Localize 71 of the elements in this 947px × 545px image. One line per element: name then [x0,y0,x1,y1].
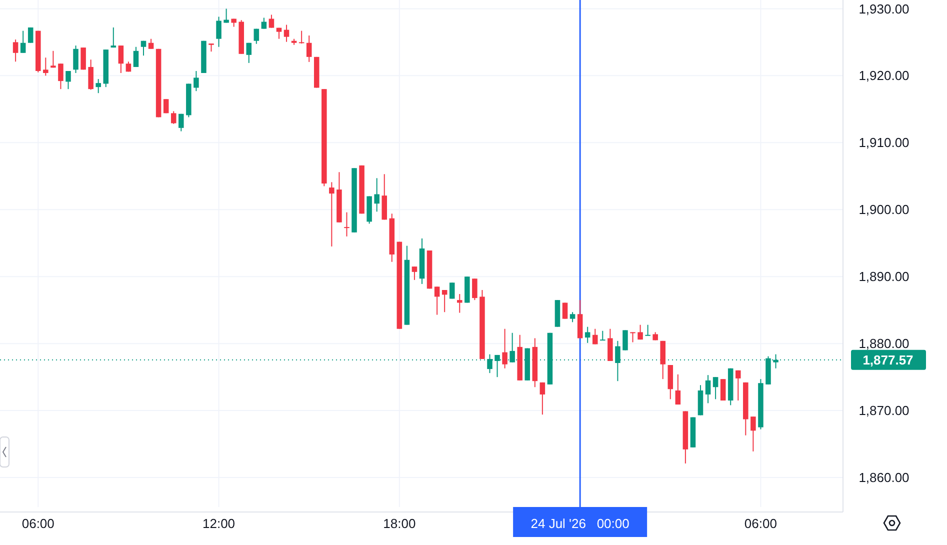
candlestick [412,266,418,280]
candlestick [254,28,260,44]
candlestick [344,212,350,237]
candlestick [570,312,576,323]
candlestick [284,24,290,42]
x-tick-label: 06:00 [744,516,777,531]
candlestick [133,46,139,68]
candlestick [434,286,440,316]
candlestick [268,14,274,28]
candlestick [449,282,455,300]
candlestick [148,38,154,50]
y-tick-label: 1,930.00 [858,1,910,16]
ref-line-label: 24 Jul '26 00:00 [530,516,630,531]
candlestick [562,302,568,320]
candlestick [50,50,56,68]
candlestick [608,328,613,362]
candlestick [472,278,478,301]
candlestick [329,182,334,247]
candlestick [502,328,508,369]
candlestick [306,34,312,62]
candlestick [622,330,628,351]
candlestick [750,416,756,452]
candlestick [735,370,741,402]
y-tick-label: 1,920.00 [858,68,910,84]
candlestick [675,374,681,406]
x-tick-label: 18:00 [383,516,416,531]
candlestick [720,378,726,402]
candlestick [43,57,48,76]
candlestick [216,16,222,48]
candlestick [66,70,71,90]
candlestick [712,376,718,400]
candlestick [178,113,184,132]
y-tick-label: 1,890.00 [858,269,910,284]
candlestick [705,374,711,404]
candlestick [457,294,462,314]
candlestick [20,30,26,54]
candlestick [592,328,598,345]
candlestick [170,110,176,124]
candlestick [638,324,643,340]
candlestick [261,17,267,30]
candlestick [118,45,124,74]
y-tick-label: 1,870.00 [858,403,910,418]
candlestick [645,324,650,336]
candlestick [224,8,229,24]
candlestick [374,178,380,212]
candlestick [88,59,94,90]
candlestick [298,30,304,44]
candlestick [630,332,636,343]
y-tick-label: 1,880.00 [858,336,910,352]
y-tick-label: 1,860.00 [858,470,910,486]
x-tick-label: 06:00 [22,516,54,531]
candlestick [540,382,546,416]
candlestick [80,47,86,70]
candlestick [194,70,199,92]
candlestick [28,26,34,44]
candlestick [58,63,64,90]
candlestick [12,39,18,62]
x-tick-label: 12:00 [202,516,236,531]
candlestick [584,326,590,344]
ref-line-label: 1,877.57 [862,352,914,368]
candlestick [246,42,252,64]
y-tick-label: 1,900.00 [858,202,910,218]
candlestick [660,340,666,380]
candlestick [96,78,101,94]
candlestick [140,40,146,56]
candlestick [73,45,78,74]
candlestick [163,98,169,114]
candlestick [600,330,606,341]
y-tick-label: 1,910.00 [858,135,910,150]
candlestick [110,26,116,48]
candlestick [442,290,448,313]
